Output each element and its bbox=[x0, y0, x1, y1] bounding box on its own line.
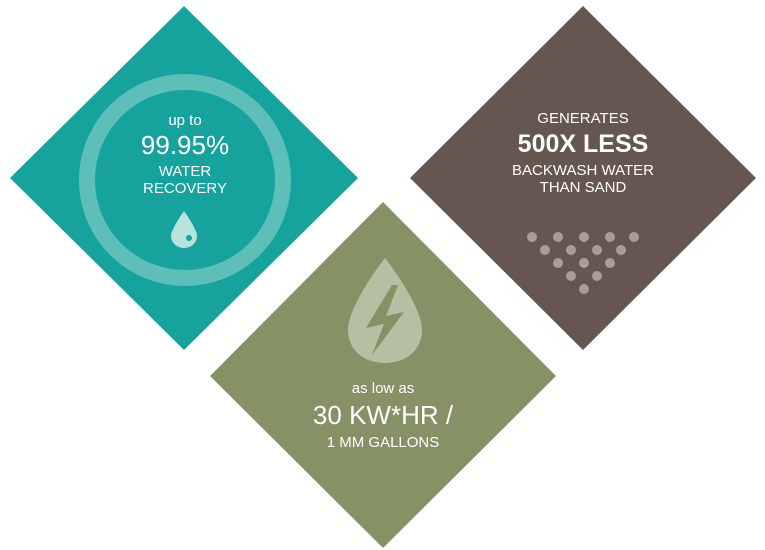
energy-text: as low as 30 KW*HR / 1 MM GALLONS bbox=[293, 380, 473, 451]
dot-pyramid-icon bbox=[527, 232, 639, 294]
recovery-line1: WATER bbox=[158, 163, 212, 181]
energy-diamond bbox=[210, 202, 556, 548]
recovery-line2: RECOVERY bbox=[143, 180, 227, 198]
recovery-text: up to 99.95% WATER RECOVERY bbox=[104, 112, 266, 198]
backwash-value: 500X LESS bbox=[517, 130, 649, 159]
lightning-drop-icon bbox=[348, 258, 422, 363]
backwash-line3: THAN SAND bbox=[539, 179, 627, 197]
backwash-line2: BACKWASH WATER bbox=[512, 162, 654, 179]
recovery-value: 99.95% bbox=[140, 130, 230, 161]
energy-prefix: as low as bbox=[351, 380, 415, 397]
backwash-text: GENERATES 500X LESS BACKWASH WATER THAN … bbox=[483, 110, 683, 197]
energy-value: 30 KW*HR / bbox=[312, 400, 454, 431]
energy-line1: 1 MM GALLONS bbox=[326, 434, 440, 452]
recovery-diamond bbox=[10, 6, 358, 350]
backwash-diamond bbox=[410, 6, 756, 350]
water-drop-icon bbox=[171, 211, 197, 248]
recovery-ring bbox=[79, 74, 291, 286]
backwash-line1: GENERATES bbox=[537, 110, 629, 127]
recovery-prefix: up to bbox=[168, 112, 202, 129]
